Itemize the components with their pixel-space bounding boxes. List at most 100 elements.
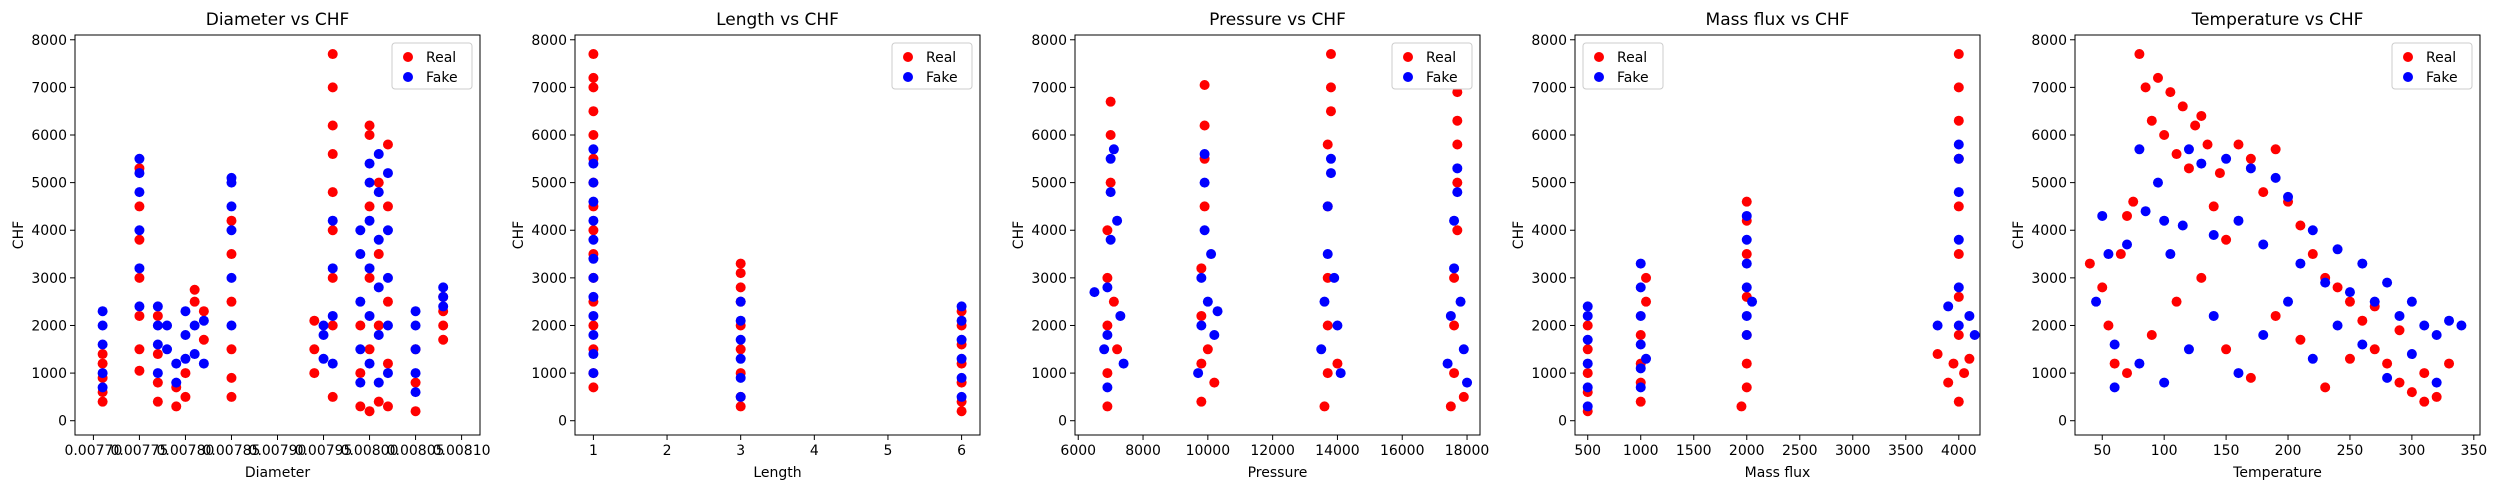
data-point — [735, 334, 746, 345]
data-point — [1953, 139, 1964, 150]
data-point — [410, 306, 421, 317]
data-point — [588, 310, 599, 321]
data-point — [1458, 344, 1469, 355]
legend-label: Fake — [1426, 70, 1458, 86]
y-tick-label: 6000 — [1031, 128, 1067, 144]
data-point — [1953, 82, 1964, 93]
y-tick-label: 7000 — [1031, 80, 1067, 96]
data-point — [382, 139, 393, 150]
data-point — [2270, 172, 2281, 183]
data-point — [1452, 87, 1463, 98]
data-point — [1741, 249, 1752, 260]
data-point — [355, 225, 366, 236]
data-point — [2159, 130, 2170, 140]
x-tick-label: 3500 — [1888, 443, 1924, 459]
y-tick-label: 7000 — [531, 80, 567, 96]
y-tick-label: 6000 — [1531, 128, 1567, 144]
data-point — [1102, 330, 1113, 340]
legend-label: Real — [1617, 50, 1647, 66]
data-point — [134, 263, 145, 274]
data-point — [2115, 249, 2126, 260]
y-tick-label: 4000 — [2031, 223, 2067, 239]
data-point — [1953, 49, 1964, 60]
data-point — [1199, 120, 1210, 131]
x-tick-label: 0.00805 — [387, 443, 445, 459]
data-point — [2258, 239, 2269, 250]
x-tick-label: 12000 — [1250, 443, 1295, 459]
data-point — [2320, 382, 2331, 393]
data-point — [2221, 344, 2232, 355]
data-point — [2140, 206, 2151, 217]
x-tick-label: 100 — [2151, 443, 2178, 459]
x-axis-label: Pressure — [1248, 465, 1308, 481]
data-point — [1953, 320, 1964, 331]
legend-label: Fake — [2426, 70, 2458, 86]
data-point — [1953, 291, 1964, 302]
x-tick-label: 14000 — [1315, 443, 1360, 459]
data-point — [1102, 382, 1113, 393]
data-point — [189, 320, 200, 331]
data-point — [162, 320, 173, 331]
data-point — [735, 268, 746, 279]
data-point — [2165, 249, 2176, 260]
legend-marker — [403, 72, 413, 82]
data-point — [438, 334, 449, 345]
data-point — [2134, 49, 2145, 60]
data-point — [588, 272, 599, 283]
y-tick-label: 2000 — [1531, 318, 1567, 334]
data-point — [1582, 301, 1593, 312]
legend: Real Fake — [391, 42, 473, 90]
data-point — [1953, 187, 1964, 198]
y-axis-label: CHF — [11, 221, 27, 249]
data-point — [2146, 115, 2157, 126]
x-tick-label: 18000 — [1445, 443, 1490, 459]
data-point — [2357, 258, 2368, 269]
data-point — [355, 249, 366, 260]
data-point — [588, 49, 599, 60]
data-point — [318, 330, 329, 340]
data-point — [1199, 225, 1210, 236]
x-tick-label: 150 — [2213, 443, 2240, 459]
data-point — [1641, 353, 1652, 364]
data-point — [152, 368, 163, 379]
data-point — [327, 358, 338, 369]
data-point — [134, 344, 145, 355]
data-point — [2431, 377, 2442, 388]
data-point — [1209, 330, 1220, 340]
data-point — [1202, 296, 1213, 307]
data-point — [1332, 358, 1343, 369]
data-point — [97, 382, 108, 393]
data-point — [1335, 368, 1346, 379]
data-point — [152, 310, 163, 321]
data-point — [2444, 315, 2455, 326]
data-point — [1196, 320, 1207, 331]
x-tick-label: 0.00780 — [157, 443, 215, 459]
data-point — [1102, 225, 1113, 236]
x-tick-label: 2000 — [1729, 443, 1765, 459]
y-tick-label: 1000 — [1531, 366, 1567, 382]
data-point — [1741, 210, 1752, 221]
data-point — [2177, 220, 2188, 231]
data-point — [735, 296, 746, 307]
data-point — [2258, 187, 2269, 198]
data-point — [1196, 358, 1207, 369]
y-tick-label: 5000 — [31, 176, 67, 192]
data-point — [2196, 110, 2207, 121]
data-point — [1452, 163, 1463, 174]
legend-label: Real — [926, 50, 956, 66]
series-fake — [2091, 144, 2467, 393]
data-point — [735, 258, 746, 269]
data-point — [364, 310, 375, 321]
data-point — [1953, 249, 1964, 260]
data-point — [2307, 249, 2318, 260]
y-tick-label: 2000 — [2031, 318, 2067, 334]
data-point — [382, 296, 393, 307]
x-tick-label: 0.00810 — [433, 443, 491, 459]
y-tick-label: 8000 — [531, 33, 567, 49]
data-point — [1458, 391, 1469, 402]
y-tick-label: 2000 — [531, 318, 567, 334]
x-tick-label: 3 — [736, 443, 745, 459]
data-point — [97, 320, 108, 331]
data-point — [1741, 358, 1752, 369]
data-point — [1199, 80, 1210, 90]
